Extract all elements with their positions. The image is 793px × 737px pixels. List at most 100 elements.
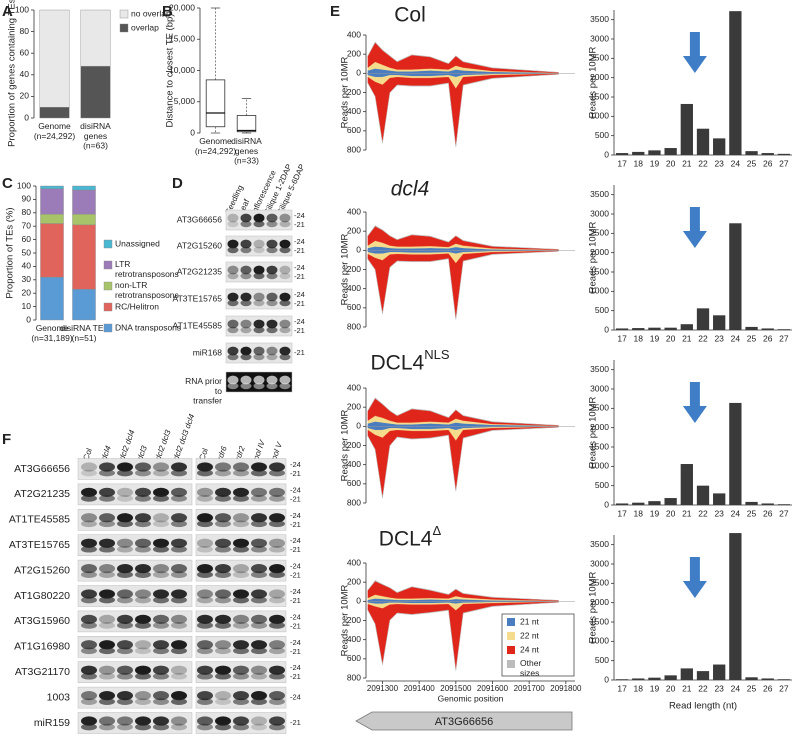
- blot-band: [215, 462, 231, 472]
- blot-band: [269, 672, 285, 680]
- blot-band: [135, 716, 151, 726]
- bar: [745, 677, 758, 680]
- blot-band: [153, 495, 169, 502]
- y-tick-label: 1000: [590, 111, 609, 121]
- blot-band: [279, 265, 291, 275]
- y-tick-label: 60: [20, 47, 30, 57]
- blot-band: [233, 690, 249, 701]
- y-tick-label: 200: [347, 615, 361, 625]
- y-tick-label: 400: [347, 206, 361, 216]
- blot-band: [227, 239, 239, 249]
- blot-band: [215, 571, 231, 578]
- x-tick-label: 18: [634, 508, 644, 518]
- y-tick-label: 2500: [590, 53, 609, 63]
- blot-band: [117, 640, 133, 650]
- x-tick-label: 24: [731, 158, 741, 168]
- blot-band: [240, 346, 252, 356]
- blot-band: [251, 462, 267, 472]
- blot-band: [253, 382, 265, 390]
- blot-band: [197, 538, 213, 548]
- blot-band: [171, 622, 187, 629]
- blot-band: [266, 382, 278, 390]
- coverage-area: [367, 397, 559, 426]
- blot-band: [251, 596, 267, 604]
- size-marker: -21: [290, 494, 301, 503]
- y-tick-label: 400: [347, 459, 361, 469]
- size-marker: -24: [290, 460, 301, 469]
- y-tick-label: 600: [347, 653, 361, 663]
- row-label: AT2G15260: [177, 240, 222, 250]
- x-tick-label: 18: [634, 683, 644, 693]
- x-tick-label: 2091300: [367, 684, 399, 693]
- x-tick-label: Genome (n=24,292): [34, 121, 76, 141]
- x-tick-label: 19: [650, 333, 660, 343]
- blot-band: [215, 716, 231, 726]
- blot-band: [251, 665, 267, 675]
- panel-label: D: [172, 175, 183, 192]
- blot-band: [197, 723, 213, 731]
- row-label: AT1G16980: [14, 641, 70, 653]
- row-label: AT2G21235: [14, 488, 70, 500]
- blot-band: [153, 640, 169, 650]
- bar: [648, 501, 661, 505]
- blot-band: [266, 353, 278, 361]
- y-tick-label: 200: [347, 264, 361, 274]
- bar: [729, 533, 742, 680]
- blot-band: [197, 513, 213, 523]
- blot-band: [81, 495, 97, 502]
- blot-band: [279, 346, 291, 356]
- blot-band: [269, 698, 285, 705]
- blot-band: [117, 647, 133, 655]
- blot-band: [117, 589, 133, 599]
- title-superscript: Δ: [433, 523, 442, 538]
- blot-band: [99, 495, 115, 502]
- x-tick-label: 19: [650, 508, 660, 518]
- bar: [615, 503, 629, 505]
- blot-band: [81, 462, 97, 472]
- x-tick-label: 2091500: [440, 684, 472, 693]
- blot-band: [153, 563, 169, 574]
- bar-segment: [39, 106, 70, 119]
- y-tick-label: 3500: [590, 364, 609, 374]
- y-tick-label: 1500: [590, 91, 609, 101]
- lane-label: dcl2 dcl3: [153, 428, 172, 461]
- x-tick-label: Genome (n=31,189): [31, 323, 73, 343]
- blot-band: [279, 220, 291, 228]
- panel-label: F: [2, 431, 11, 448]
- bar: [680, 324, 693, 330]
- x-axis-label: Read length (nt): [669, 701, 737, 712]
- blot-band: [251, 622, 267, 629]
- legend-swatch: [119, 23, 129, 33]
- size-marker: -21: [290, 621, 301, 630]
- blot-band: [99, 462, 115, 472]
- blot-band: [135, 538, 151, 548]
- row-label: AT1G80220: [14, 590, 70, 602]
- blot-band: [135, 672, 151, 680]
- size-marker: -24: [290, 562, 301, 571]
- annotation-arrow: [682, 557, 707, 598]
- y-tick-label: 1000: [590, 636, 609, 646]
- blot-band: [215, 520, 231, 528]
- blot-band: [251, 647, 267, 655]
- x-tick-label: 17: [617, 508, 627, 518]
- y-axis-label: Proportion of TEs (%): [5, 207, 16, 298]
- bar: [615, 679, 629, 680]
- blot-band: [153, 672, 169, 680]
- coverage-area: [367, 580, 559, 601]
- y-axis-label: Proportion of genes containing TEs (%): [7, 0, 18, 147]
- blot-band: [233, 545, 249, 553]
- blot-band: [279, 246, 291, 254]
- x-tick-label: 2091600: [477, 684, 509, 693]
- y-tick-label: 800: [347, 497, 361, 507]
- bar-segment: [72, 185, 96, 191]
- blot-band: [117, 545, 133, 553]
- blot-band: [266, 319, 278, 329]
- size-marker: -24: [290, 536, 301, 545]
- blot-band: [227, 382, 239, 390]
- y-tick-label: 600: [347, 125, 361, 135]
- bar: [664, 675, 677, 680]
- blot-band: [266, 239, 278, 249]
- bar-segment: [40, 276, 64, 321]
- blot-band: [266, 265, 278, 275]
- bar: [777, 504, 791, 505]
